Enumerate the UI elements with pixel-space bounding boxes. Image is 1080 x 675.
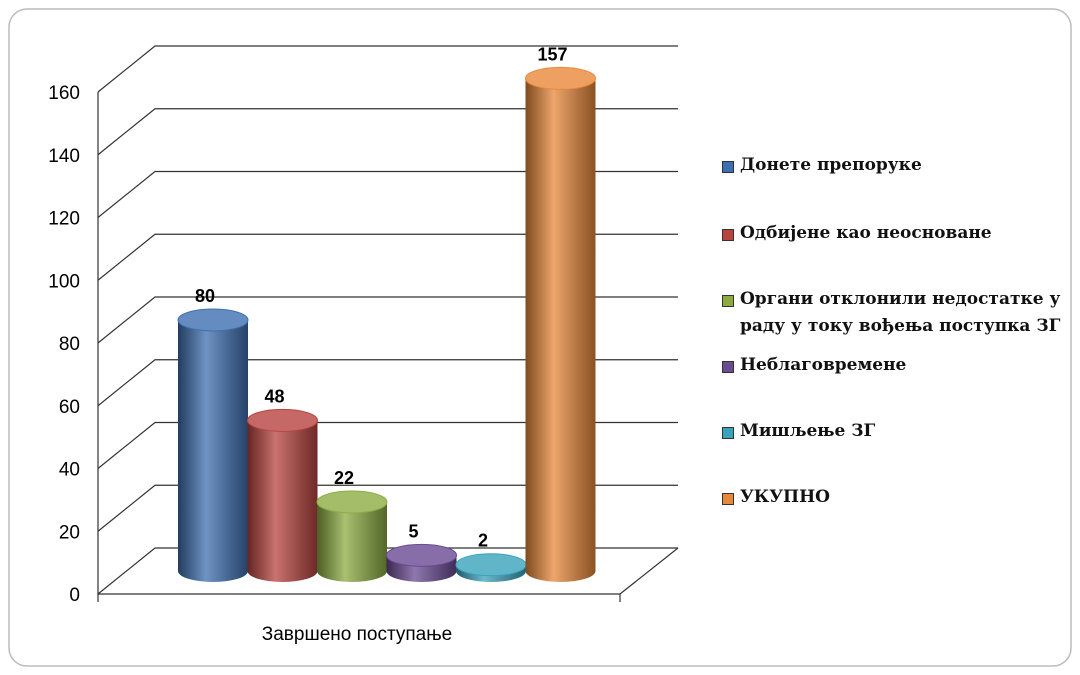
legend-swatch bbox=[722, 493, 734, 505]
legend-label: Неблаговремене bbox=[740, 355, 907, 375]
bar bbox=[386, 543, 457, 582]
y-tick-label: 160 bbox=[48, 83, 80, 104]
legend-label: УКУПНО bbox=[740, 487, 830, 507]
legend-label: Донете препоруке bbox=[740, 155, 922, 175]
grid-line bbox=[97, 359, 678, 407]
data-label: 2 bbox=[478, 531, 488, 551]
data-label: 22 bbox=[334, 468, 354, 488]
legend-label: Органи отклонили недостатке у раду у ток… bbox=[740, 289, 1061, 336]
legend-swatch bbox=[722, 229, 734, 241]
bar bbox=[525, 66, 596, 582]
grid-line bbox=[97, 484, 678, 532]
grid-line bbox=[97, 296, 678, 344]
data-label: 5 bbox=[408, 521, 418, 541]
grid-line bbox=[97, 233, 678, 281]
grid-line bbox=[97, 170, 678, 218]
y-tick-label: 60 bbox=[59, 397, 80, 418]
y-tick-label: 100 bbox=[48, 271, 80, 292]
legend-item: Донете препоруке bbox=[722, 152, 1062, 179]
y-tick-label: 80 bbox=[59, 334, 80, 355]
y-tick-label: 140 bbox=[48, 146, 80, 167]
data-label: 48 bbox=[264, 386, 284, 406]
data-label: 80 bbox=[195, 286, 215, 306]
grid-line bbox=[97, 421, 678, 469]
legend-item: Неблаговремене bbox=[722, 352, 1062, 379]
grid-line bbox=[97, 45, 678, 93]
legend-swatch bbox=[722, 361, 734, 373]
y-tick-label: 40 bbox=[59, 460, 80, 481]
bar bbox=[247, 408, 318, 582]
legend-swatch bbox=[722, 427, 734, 439]
bar bbox=[455, 553, 527, 582]
bar bbox=[316, 490, 388, 582]
y-tick-label: 120 bbox=[48, 209, 80, 230]
y-tick-label: 0 bbox=[69, 585, 80, 606]
legend-item: Одбијене као неосноване bbox=[722, 220, 1062, 247]
legend-item: УКУПНО bbox=[722, 484, 1062, 511]
legend-label: Мишљење ЗГ bbox=[740, 421, 876, 441]
data-label: 157 bbox=[537, 44, 567, 64]
legend-item: Органи отклонили недостатке у раду у ток… bbox=[722, 286, 1062, 340]
legend-label: Одбијене као неосноване bbox=[740, 223, 992, 243]
legend-item: Мишљење ЗГ bbox=[722, 418, 1062, 445]
grid-line bbox=[97, 108, 678, 156]
bar bbox=[177, 308, 249, 582]
y-tick-label: 20 bbox=[59, 522, 80, 543]
legend-swatch bbox=[722, 161, 734, 173]
x-tick-label: Завршено поступање bbox=[262, 624, 452, 645]
legend-swatch bbox=[722, 295, 734, 307]
grid-line bbox=[97, 547, 678, 595]
